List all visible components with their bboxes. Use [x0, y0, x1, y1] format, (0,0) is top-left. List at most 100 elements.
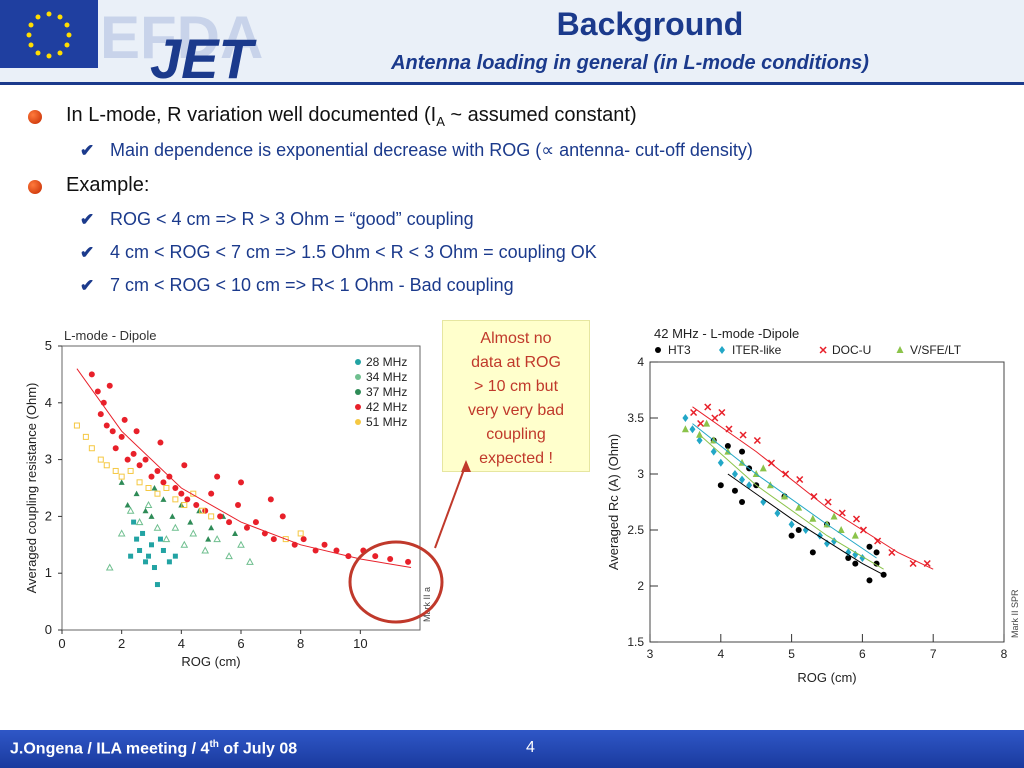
point-42mhz — [235, 502, 242, 509]
point-42mhz — [181, 462, 188, 469]
point-doc-u: ✕ — [908, 559, 917, 571]
point-vsfe-lt — [809, 514, 817, 522]
point-doc-u: ✕ — [717, 407, 726, 419]
point-42mhz — [270, 536, 277, 543]
side-label: Mark II SPR — [1010, 589, 1020, 638]
subpoint-4: 7 cm < ROG < 10 cm => R< 1 Ohm - Bad cou… — [110, 275, 514, 295]
side-label: Mark II a — [422, 587, 432, 622]
point-42mhz — [372, 553, 379, 560]
left-chart: L-mode - Dipole 0 1 2 3 4 5 0 2 4 6 8 10 ROG (cm) Aver… — [24, 328, 432, 669]
point-37mhz — [124, 502, 131, 508]
highlight-ellipse — [348, 540, 444, 624]
point-51mhz — [118, 473, 125, 480]
point-42mhz — [333, 547, 340, 554]
legend-label: ITER-like — [732, 343, 782, 357]
legend-marker — [655, 347, 661, 353]
y-tick-label: 2.5 — [627, 523, 644, 537]
legend-marker — [355, 389, 361, 395]
x-tick-label: 6 — [237, 636, 244, 651]
check-icon: ✔ — [80, 210, 95, 229]
point-28mhz — [131, 519, 137, 525]
x-tick-label: 6 — [859, 647, 866, 661]
point-42mhz — [267, 496, 274, 503]
fit-curve — [692, 406, 934, 570]
point-ht3 — [795, 527, 802, 533]
svg-text:JET: JET — [150, 27, 257, 84]
y-tick-label: 1 — [45, 565, 52, 580]
subpoint-1: Main dependence is exponential decrease … — [110, 140, 753, 160]
point-34mhz — [213, 535, 221, 543]
x-tick-label: 4 — [178, 636, 185, 651]
page-number: 4 — [526, 739, 535, 756]
check-icon: ✔ — [80, 243, 95, 262]
point-iter-like — [852, 550, 859, 559]
callout-line: > 10 cm but — [473, 378, 559, 395]
point-ht3 — [788, 532, 795, 539]
callout-line: very very bad — [467, 402, 565, 419]
point-51mhz — [172, 496, 179, 503]
y-tick-label: 5 — [45, 338, 52, 353]
x-tick-label: 2 — [118, 636, 125, 651]
point-ht3 — [873, 549, 880, 556]
point-iter-like — [731, 470, 738, 478]
point-28mhz — [151, 565, 157, 571]
y-tick-label: 3 — [45, 452, 52, 467]
point-34mhz — [153, 523, 162, 531]
point-37mhz — [148, 513, 155, 519]
y-axis-label: Averaged coupling resistance (Ohm) — [24, 383, 39, 594]
x-tick-label: 3 — [647, 647, 654, 661]
legend-label: DOC-U — [832, 343, 871, 357]
efda-jet-logo: EFDA JET — [0, 0, 263, 84]
y-tick-label: 2 — [45, 508, 52, 523]
callout-line: Almost no — [480, 330, 552, 347]
point-34mhz — [201, 546, 210, 554]
point-34mhz — [225, 552, 233, 560]
point-doc-u: ✕ — [739, 430, 748, 442]
legend-marker — [719, 346, 725, 354]
point-42mhz — [142, 456, 149, 463]
point-vsfe-lt — [830, 512, 838, 520]
legend-label: 51 MHz — [366, 415, 407, 429]
slide-subtitle: Antenna loading in general (in L-mode co… — [391, 52, 869, 74]
point-34mhz — [144, 500, 153, 509]
fit-curve — [692, 423, 877, 559]
bullet-example: Example: — [66, 174, 150, 196]
point-42mhz — [97, 411, 104, 418]
legend-marker — [896, 346, 904, 353]
legend-marker: ✕ — [819, 345, 828, 357]
point-51mhz — [112, 467, 119, 474]
y-axis-label: Averaged Rc (A) (Ohm) — [606, 434, 621, 570]
check-icon: ✔ — [80, 141, 95, 160]
point-51mhz — [282, 536, 289, 543]
point-34mhz — [126, 506, 135, 514]
legend-marker — [355, 374, 361, 380]
point-42mhz — [300, 536, 307, 543]
point-42mhz — [157, 439, 164, 446]
point-28mhz — [128, 553, 134, 559]
point-ht3 — [866, 543, 873, 550]
point-42mhz — [208, 490, 215, 497]
y-tick-label: 4 — [637, 355, 644, 369]
point-51mhz — [136, 479, 143, 486]
point-ht3 — [852, 560, 859, 567]
point-28mhz — [157, 536, 163, 542]
footer-text: J.Ongena / ILA meeting / 4th of July 08 — [10, 739, 297, 758]
point-37mhz — [160, 496, 167, 502]
x-tick-label: 0 — [58, 636, 65, 651]
callout-line: expected ! — [479, 450, 553, 467]
point-doc-u: ✕ — [852, 514, 861, 526]
y-tick-label: 1.5 — [627, 635, 644, 649]
bullet-lmode-sub: A — [436, 114, 445, 129]
x-tick-label: 5 — [788, 647, 795, 661]
point-vsfe-lt — [851, 531, 859, 539]
point-ht3 — [809, 549, 816, 556]
point-42mhz — [193, 502, 200, 509]
point-42mhz — [405, 558, 412, 565]
check-icon: ✔ — [80, 276, 95, 295]
point-37mhz — [208, 524, 215, 531]
svg-text:EFDA: EFDA — [100, 4, 263, 71]
point-doc-u: ✕ — [887, 547, 896, 559]
point-42mhz — [252, 519, 259, 526]
point-vsfe-lt — [703, 419, 711, 427]
point-42mhz — [160, 479, 167, 486]
